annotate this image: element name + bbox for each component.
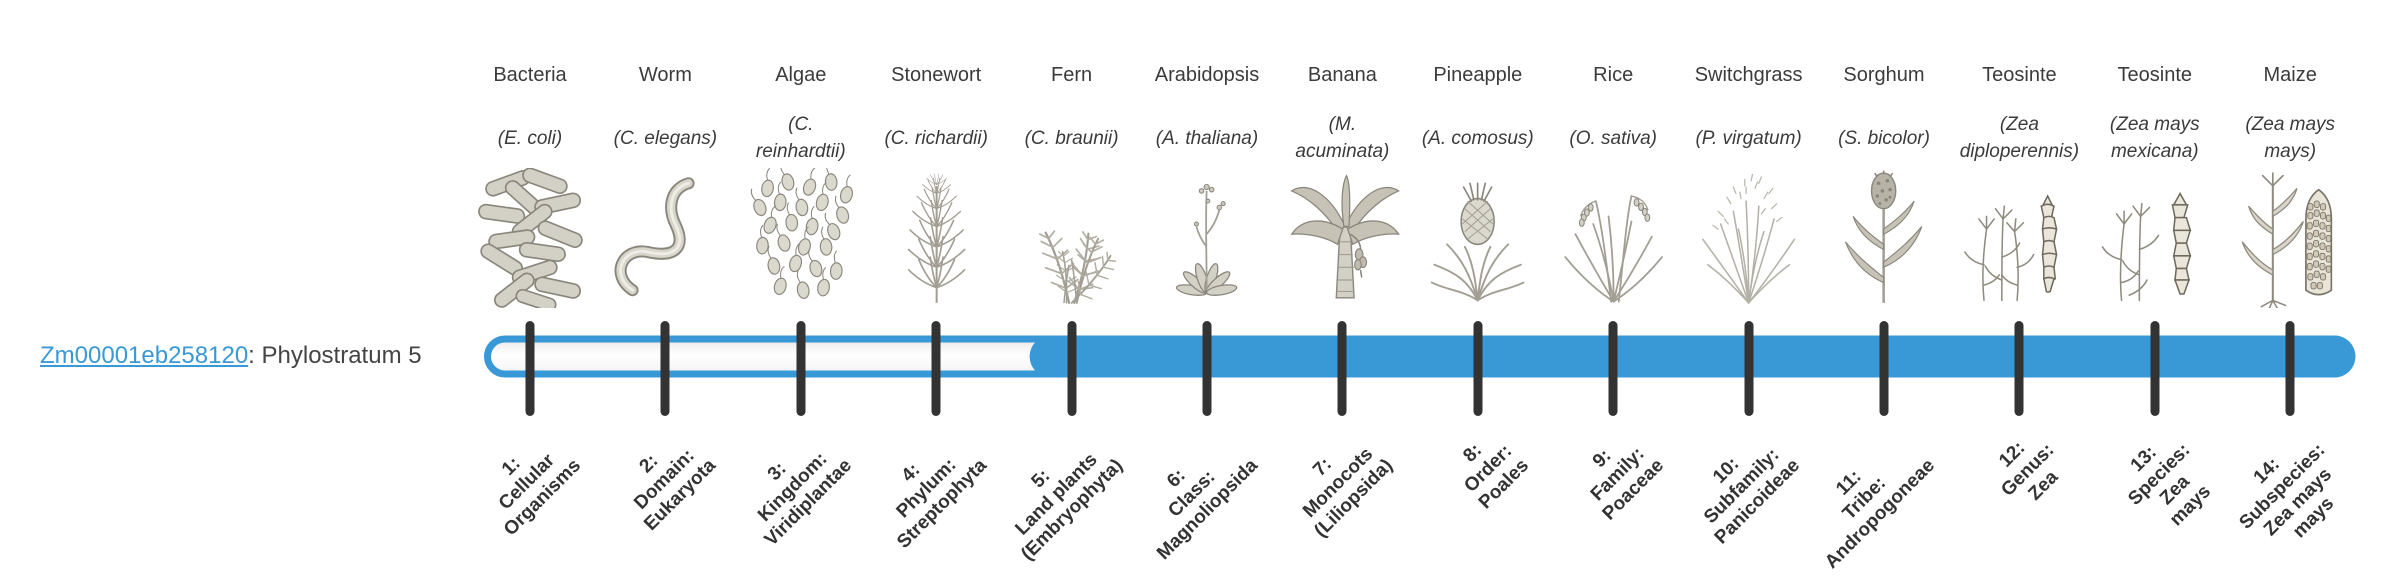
stratum-tick-8: [1473, 321, 1483, 416]
organism-scientific-name: (A. comosus): [1421, 127, 1534, 149]
teosinte-diploperennis-icon: [1949, 166, 2089, 308]
maize-icon: [2220, 166, 2360, 308]
organism-scientific-name: (C. braunii): [1024, 127, 1119, 149]
switchgrass-icon: [1679, 166, 1819, 308]
stratum-tick-5: [1067, 321, 1077, 416]
pineapple-icon: [1408, 166, 1548, 308]
organism-common-name: Sorghum: [1843, 64, 1925, 86]
stratum-tick-14: [2285, 321, 2295, 416]
stratum-tick-6: [1202, 321, 1212, 416]
stratum-tick-12: [2014, 321, 2024, 416]
organism-common-name: Maize: [2263, 64, 2317, 86]
gene-link[interactable]: Zm00001eb258120: [40, 342, 249, 369]
banana-icon: [1272, 166, 1412, 308]
stratum-tick-9: [1608, 321, 1618, 416]
organism-common-name: Algae: [775, 64, 827, 86]
organism-common-name: Teosinte: [2117, 64, 2193, 86]
organism-common-name: Fern: [1051, 64, 1093, 86]
stratum-tick-2: [660, 321, 670, 416]
organism-scientific-name: (P. virgatum): [1695, 127, 1802, 149]
stratum-tick-7: [1337, 321, 1347, 416]
worm-icon: [595, 166, 735, 308]
stratum-tick-1: [525, 321, 535, 416]
stratum-tick-3: [796, 321, 806, 416]
organism-scientific-name: (E. coli): [497, 127, 563, 149]
organism-common-name: Bacteria: [493, 64, 567, 86]
organism-common-name: Stonewort: [891, 64, 982, 86]
fern-icon: [1002, 166, 1142, 308]
organism-scientific-name: (Zea mays mays): [2245, 114, 2336, 162]
stratum-tick-13: [2150, 321, 2160, 416]
organism-scientific-name: (S. bicolor): [1838, 127, 1930, 149]
phylostratum-text: : Phylostratum 5: [248, 342, 422, 369]
organism-scientific-name: (C. elegans): [613, 127, 718, 149]
bar-highlight-fill: [1029, 335, 2356, 378]
rice-icon: [1543, 166, 1683, 308]
organism-common-name: Teosinte: [1982, 64, 2057, 86]
bacteria-icon: [460, 166, 600, 308]
organism-common-name: Banana: [1307, 64, 1377, 86]
organism-scientific-name: (Zea diploperennis): [1959, 114, 2080, 162]
gene-label: Zm00001eb258120: Phylostratum 5: [40, 341, 422, 371]
organism-scientific-name: (M. acuminata): [1295, 114, 1390, 162]
organism-scientific-name: (O. sativa): [1569, 127, 1657, 149]
organism-common-name: Switchgrass: [1694, 64, 1803, 86]
arabidopsis-icon: [1137, 166, 1277, 308]
stonewort-icon: [866, 166, 1006, 308]
organism-common-name: Worm: [638, 64, 692, 86]
algae-icon: [731, 166, 871, 308]
organism-scientific-name: (C. reinhardtii): [755, 114, 846, 162]
stratum-tick-11: [1879, 321, 1889, 416]
organism-common-name: Rice: [1593, 64, 1634, 86]
teosinte-mexicana-icon: [2085, 166, 2225, 308]
stratum-tick-10: [1744, 321, 1754, 416]
organism-common-name: Arabidopsis: [1154, 64, 1260, 86]
organism-scientific-name: (A. thaliana): [1155, 127, 1259, 149]
organism-scientific-name: (C. richardii): [884, 127, 988, 149]
organism-scientific-name: (Zea mays mexicana): [2109, 114, 2200, 162]
sorghum-icon: [1814, 166, 1954, 308]
organism-common-name: Pineapple: [1433, 64, 1523, 86]
stratum-tick-4: [931, 321, 941, 416]
